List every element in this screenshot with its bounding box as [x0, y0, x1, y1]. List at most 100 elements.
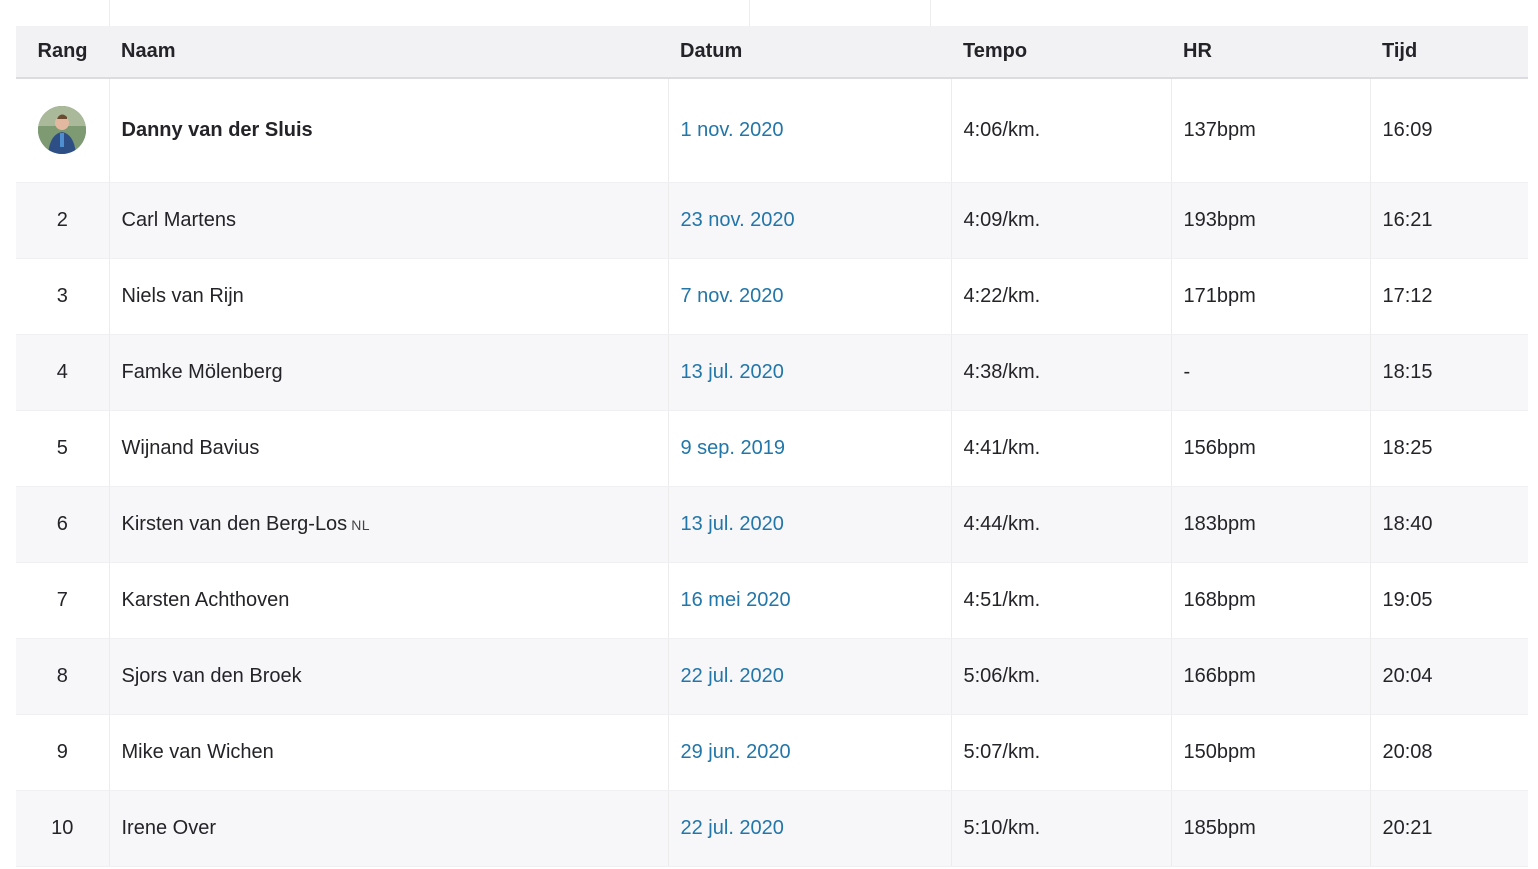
rank-number: 2: [56, 208, 68, 231]
rank-cell: 4: [16, 334, 109, 411]
rank-number: 8: [56, 664, 68, 687]
pace-cell: 5:06/km.: [950, 638, 1171, 715]
heart-rate-cell: 168bpm: [1170, 562, 1370, 639]
date-cell: 1 nov. 2020: [667, 78, 951, 183]
date-cell: 22 jul. 2020: [667, 638, 951, 715]
date-cell: 9 sep. 2019: [667, 410, 951, 487]
date-cell: 13 jul. 2020: [667, 486, 951, 563]
column-divider: [109, 0, 110, 26]
athlete-name-cell: Karsten Achthoven: [108, 562, 668, 639]
rank-number: 5: [56, 436, 68, 459]
heart-rate-cell: 185bpm: [1170, 790, 1370, 867]
time-cell: 19:05: [1369, 562, 1528, 639]
rank-cell: 3: [16, 258, 109, 335]
time-cell: 20:04: [1369, 638, 1528, 715]
header-datum: Datum: [668, 26, 951, 79]
header-hr: HR: [1171, 26, 1370, 79]
table-row: 6 Kirsten van den Berg-Los NL 13 jul. 2020 4…: [16, 486, 1528, 563]
time-cell: 16:09: [1369, 78, 1528, 183]
pace-cell: 4:44/km.: [950, 486, 1171, 563]
header-tijd: Tijd: [1370, 26, 1528, 79]
activity-date-link[interactable]: 16 mei 2020: [680, 588, 791, 611]
date-cell: 7 nov. 2020: [667, 258, 951, 335]
activity-date-link[interactable]: 1 nov. 2020: [680, 118, 784, 141]
header-tempo: Tempo: [951, 26, 1171, 79]
rank-number: 3: [56, 284, 68, 307]
athlete-name-cell: Irene Over: [108, 790, 668, 867]
top-strip: [16, 0, 1528, 26]
rank-cell: 5: [16, 410, 109, 487]
table-header: Rang Naam Datum Tempo HR Tijd: [16, 26, 1528, 79]
athlete-name-cell: Niels van Rijn: [108, 258, 668, 335]
rank-number: 6: [56, 512, 68, 535]
pace-cell: 4:06/km.: [950, 78, 1171, 183]
heart-rate-cell: 193bpm: [1170, 182, 1370, 259]
leaderboard-table: Rang Naam Datum Tempo HR Tijd Danny van …: [16, 26, 1528, 867]
time-cell: 20:08: [1369, 714, 1528, 791]
pace-cell: 4:09/km.: [950, 182, 1171, 259]
heart-rate-cell: 171bpm: [1170, 258, 1370, 335]
table-row: 5 Wijnand Bavius 9 sep. 2019 4:41/km. 156bpm…: [16, 410, 1528, 487]
runner-avatar-icon[interactable]: [38, 106, 87, 155]
rank-number: 7: [56, 588, 68, 611]
column-divider: [930, 0, 931, 26]
athlete-name-cell: Sjors van den Broek: [108, 638, 668, 715]
table-row: 10 Irene Over 22 jul. 2020 5:10/km. 185bpm 20…: [16, 790, 1528, 867]
athlete-name[interactable]: Carl Martens: [121, 208, 236, 231]
activity-date-link[interactable]: 23 nov. 2020: [680, 208, 795, 231]
column-divider: [749, 0, 750, 26]
athlete-name-cell: Mike van Wichen: [108, 714, 668, 791]
activity-date-link[interactable]: 29 jun. 2020: [680, 740, 791, 763]
athlete-name-cell: Famke Mölenberg: [108, 334, 668, 411]
time-cell: 16:21: [1369, 182, 1528, 259]
activity-date-link[interactable]: 7 nov. 2020: [680, 284, 784, 307]
activity-date-link[interactable]: 13 jul. 2020: [680, 512, 784, 535]
activity-date-link[interactable]: 9 sep. 2019: [680, 436, 786, 459]
athlete-name[interactable]: Mike van Wichen: [121, 740, 274, 763]
rank-number: 4: [56, 360, 68, 383]
athlete-name-cell: Kirsten van den Berg-Los NL: [108, 486, 668, 563]
athlete-name[interactable]: Kirsten van den Berg-Los: [121, 512, 348, 535]
heart-rate-cell: 137bpm: [1170, 78, 1370, 183]
pace-cell: 4:41/km.: [950, 410, 1171, 487]
pace-cell: 4:51/km.: [950, 562, 1171, 639]
athlete-name[interactable]: Irene Over: [121, 816, 216, 839]
activity-date-link[interactable]: 13 jul. 2020: [680, 360, 784, 383]
pace-cell: 5:07/km.: [950, 714, 1171, 791]
time-cell: 17:12: [1369, 258, 1528, 335]
time-cell: 20:21: [1369, 790, 1528, 867]
activity-date-link[interactable]: 22 jul. 2020: [680, 664, 784, 687]
athlete-name[interactable]: Niels van Rijn: [121, 284, 244, 307]
athlete-name[interactable]: Karsten Achthoven: [121, 588, 290, 611]
athlete-name[interactable]: Famke Mölenberg: [121, 360, 283, 383]
heart-rate-cell: 183bpm: [1170, 486, 1370, 563]
date-cell: 13 jul. 2020: [667, 334, 951, 411]
heart-rate-cell: 156bpm: [1170, 410, 1370, 487]
pace-cell: 4:22/km.: [950, 258, 1171, 335]
rank-cell: 8: [16, 638, 109, 715]
rank-number: 9: [56, 740, 68, 763]
heart-rate-cell: -: [1170, 334, 1370, 411]
table-row: 9 Mike van Wichen 29 jun. 2020 5:07/km. 150b…: [16, 714, 1528, 791]
time-cell: 18:40: [1369, 486, 1528, 563]
table-row: 8 Sjors van den Broek 22 jul. 2020 5:06/km.…: [16, 638, 1528, 715]
table-row: 2 Carl Martens 23 nov. 2020 4:09/km. 193bpm 1…: [16, 182, 1528, 259]
table-row: 4 Famke Mölenberg 13 jul. 2020 4:38/km. -18:…: [16, 334, 1528, 411]
rank-number: 10: [51, 816, 74, 839]
activity-date-link[interactable]: 22 jul. 2020: [680, 816, 784, 839]
athlete-name-cell: Wijnand Bavius: [108, 410, 668, 487]
time-cell: 18:15: [1369, 334, 1528, 411]
pace-cell: 5:10/km.: [950, 790, 1171, 867]
athlete-name[interactable]: Danny van der Sluis: [121, 118, 313, 141]
pace-cell: 4:38/km.: [950, 334, 1171, 411]
athlete-name[interactable]: Wijnand Bavius: [121, 436, 260, 459]
rank-cell: 7: [16, 562, 109, 639]
date-cell: 22 jul. 2020: [667, 790, 951, 867]
table-body: Danny van der Sluis 1 nov. 2020 4:06/km. 13…: [16, 78, 1528, 867]
table-row: 3 Niels van Rijn 7 nov. 2020 4:22/km. 171bpm…: [16, 258, 1528, 335]
athlete-name[interactable]: Sjors van den Broek: [121, 664, 302, 687]
rank-cell: 6: [16, 486, 109, 563]
rank-cell: 2: [16, 182, 109, 259]
table-row: Danny van der Sluis 1 nov. 2020 4:06/km. 13…: [16, 78, 1528, 183]
